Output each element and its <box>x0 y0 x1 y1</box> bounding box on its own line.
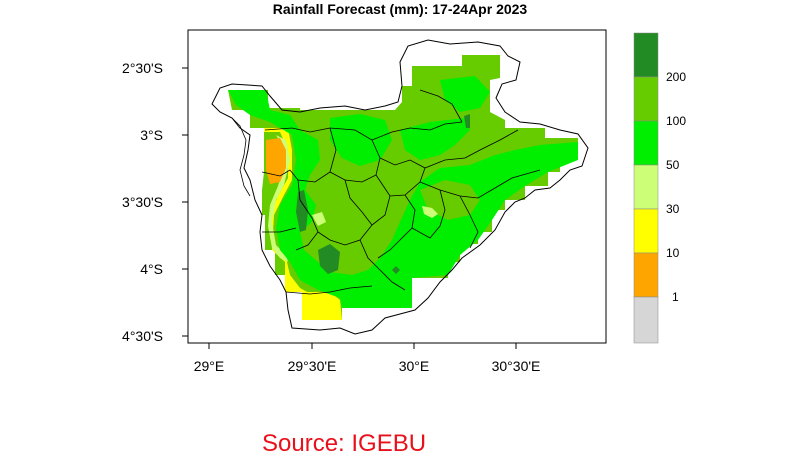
rainfall-yellow-south <box>302 292 342 320</box>
map-title: Rainfall Forecast (mm): 17-24Apr 2023 <box>272 1 528 17</box>
legend-swatch <box>633 164 659 210</box>
lon-tick-label: 29°E <box>194 358 225 374</box>
legend-label: 200 <box>666 70 686 84</box>
latitude-axis <box>182 67 188 337</box>
legend-colorbar <box>633 32 659 344</box>
rainfall-mid-green <box>228 55 578 320</box>
legend-label: 100 <box>666 114 686 128</box>
rainfall-dark-green-3 <box>392 266 400 274</box>
rainfall-dark-green-4 <box>464 114 470 128</box>
legend-swatch <box>633 120 659 166</box>
rainfall-dark-green-1 <box>296 190 308 232</box>
lat-tick-label: 4°S <box>140 261 163 277</box>
rainfall-bright-green <box>228 90 578 308</box>
legend-swatch <box>633 32 659 78</box>
legend-swatch <box>633 208 659 254</box>
source-caption: Source: IGEBU <box>262 430 427 457</box>
lake-shore <box>231 117 251 197</box>
rainfall-map: 2°30'S 3°S 3°30'S 4°S 4°30'S 29°E 29°30'… <box>122 29 686 374</box>
lon-tick-label: 29°30'E <box>288 358 337 374</box>
lon-tick-label: 30°E <box>399 358 430 374</box>
lat-tick-label: 2°30'S <box>122 60 163 76</box>
legend-label: 50 <box>666 158 680 172</box>
legend-label: 1 <box>672 290 679 304</box>
province-boundaries <box>261 89 541 295</box>
rainfall-bright-green-north <box>330 114 392 166</box>
lon-tick-label: 30°30'E <box>492 358 541 374</box>
rainfall-bright-green-ne <box>440 76 490 112</box>
rainfall-mid-green-patch-2 <box>420 180 480 220</box>
lat-tick-label: 3°30'S <box>122 194 163 210</box>
longitude-axis <box>208 343 517 349</box>
legend-label: 30 <box>666 202 680 216</box>
country-outline <box>211 39 589 335</box>
legend-swatch <box>633 296 659 344</box>
legend-swatch <box>633 76 659 122</box>
lat-tick-label: 3°S <box>140 127 163 143</box>
rainfall-light-green-centre <box>422 206 438 218</box>
rainfall-dark-green-2 <box>318 244 340 274</box>
lat-tick-label: 4°30'S <box>122 328 163 344</box>
rainfall-light-green-west <box>312 212 326 226</box>
rainfall-orange <box>266 138 286 184</box>
legend-swatch <box>633 252 659 298</box>
legend-label: 10 <box>666 246 680 260</box>
